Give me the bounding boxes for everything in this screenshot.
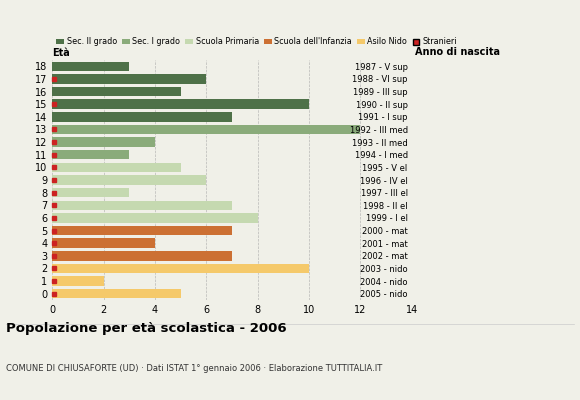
Bar bbox=[52, 175, 206, 185]
Text: Età: Età bbox=[52, 48, 70, 58]
Bar bbox=[52, 200, 232, 210]
Bar bbox=[52, 226, 232, 235]
Bar bbox=[52, 100, 309, 109]
Bar bbox=[52, 125, 360, 134]
Bar bbox=[52, 188, 129, 197]
Bar bbox=[52, 289, 180, 298]
Bar bbox=[52, 74, 206, 84]
Bar bbox=[52, 112, 232, 122]
Bar bbox=[52, 163, 180, 172]
Bar bbox=[52, 276, 104, 286]
Text: Popolazione per età scolastica - 2006: Popolazione per età scolastica - 2006 bbox=[6, 322, 287, 335]
Bar bbox=[52, 264, 309, 273]
Bar bbox=[52, 87, 180, 96]
Text: COMUNE DI CHIUSAFORTE (UD) · Dati ISTAT 1° gennaio 2006 · Elaborazione TUTTITALI: COMUNE DI CHIUSAFORTE (UD) · Dati ISTAT … bbox=[6, 364, 382, 373]
Bar bbox=[52, 251, 232, 260]
Text: Anno di nascita: Anno di nascita bbox=[415, 47, 500, 57]
Bar bbox=[52, 213, 258, 223]
Bar bbox=[52, 137, 155, 147]
Bar bbox=[52, 150, 129, 160]
Bar bbox=[52, 62, 129, 71]
Legend: Sec. II grado, Sec. I grado, Scuola Primaria, Scuola dell'Infanzia, Asilo Nido, : Sec. II grado, Sec. I grado, Scuola Prim… bbox=[56, 37, 457, 46]
Bar bbox=[52, 238, 155, 248]
